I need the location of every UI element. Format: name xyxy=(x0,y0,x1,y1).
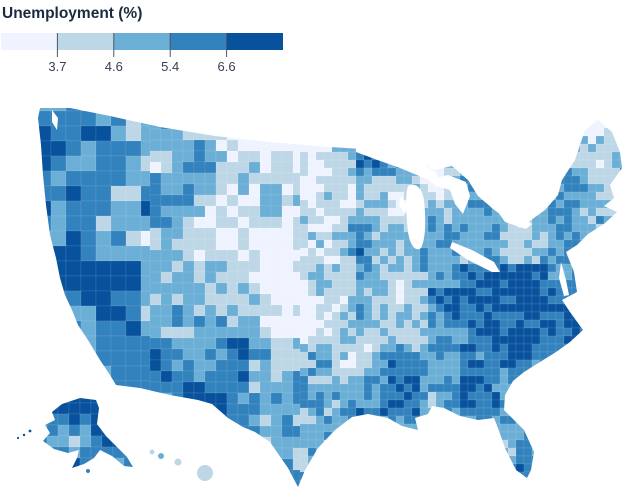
legend-ticks xyxy=(56,33,228,57)
great-lakes xyxy=(52,110,569,296)
legend: 3.7 4.6 5.4 6.6 xyxy=(1,33,283,74)
alaska-counties xyxy=(43,398,133,468)
lower48-counties xyxy=(38,108,622,487)
legend-swatch xyxy=(57,33,114,50)
small-islands xyxy=(16,429,90,473)
legend-tick-label: 3.7 xyxy=(48,59,66,74)
legend-swatch xyxy=(113,33,171,50)
legend-color-ramp xyxy=(1,33,283,50)
legend-tick-label: 5.4 xyxy=(161,59,179,74)
legend-tick-label: 6.6 xyxy=(218,59,236,74)
legend-swatch xyxy=(170,33,227,50)
legend-swatch xyxy=(1,33,58,50)
chart-title: Unemployment (%) xyxy=(2,5,143,22)
legend-tick-label: 4.6 xyxy=(105,59,123,74)
hawaii-islands xyxy=(149,449,213,481)
legend-swatch xyxy=(226,33,283,50)
legend-tick-labels: 3.7 4.6 5.4 6.6 xyxy=(48,59,235,74)
